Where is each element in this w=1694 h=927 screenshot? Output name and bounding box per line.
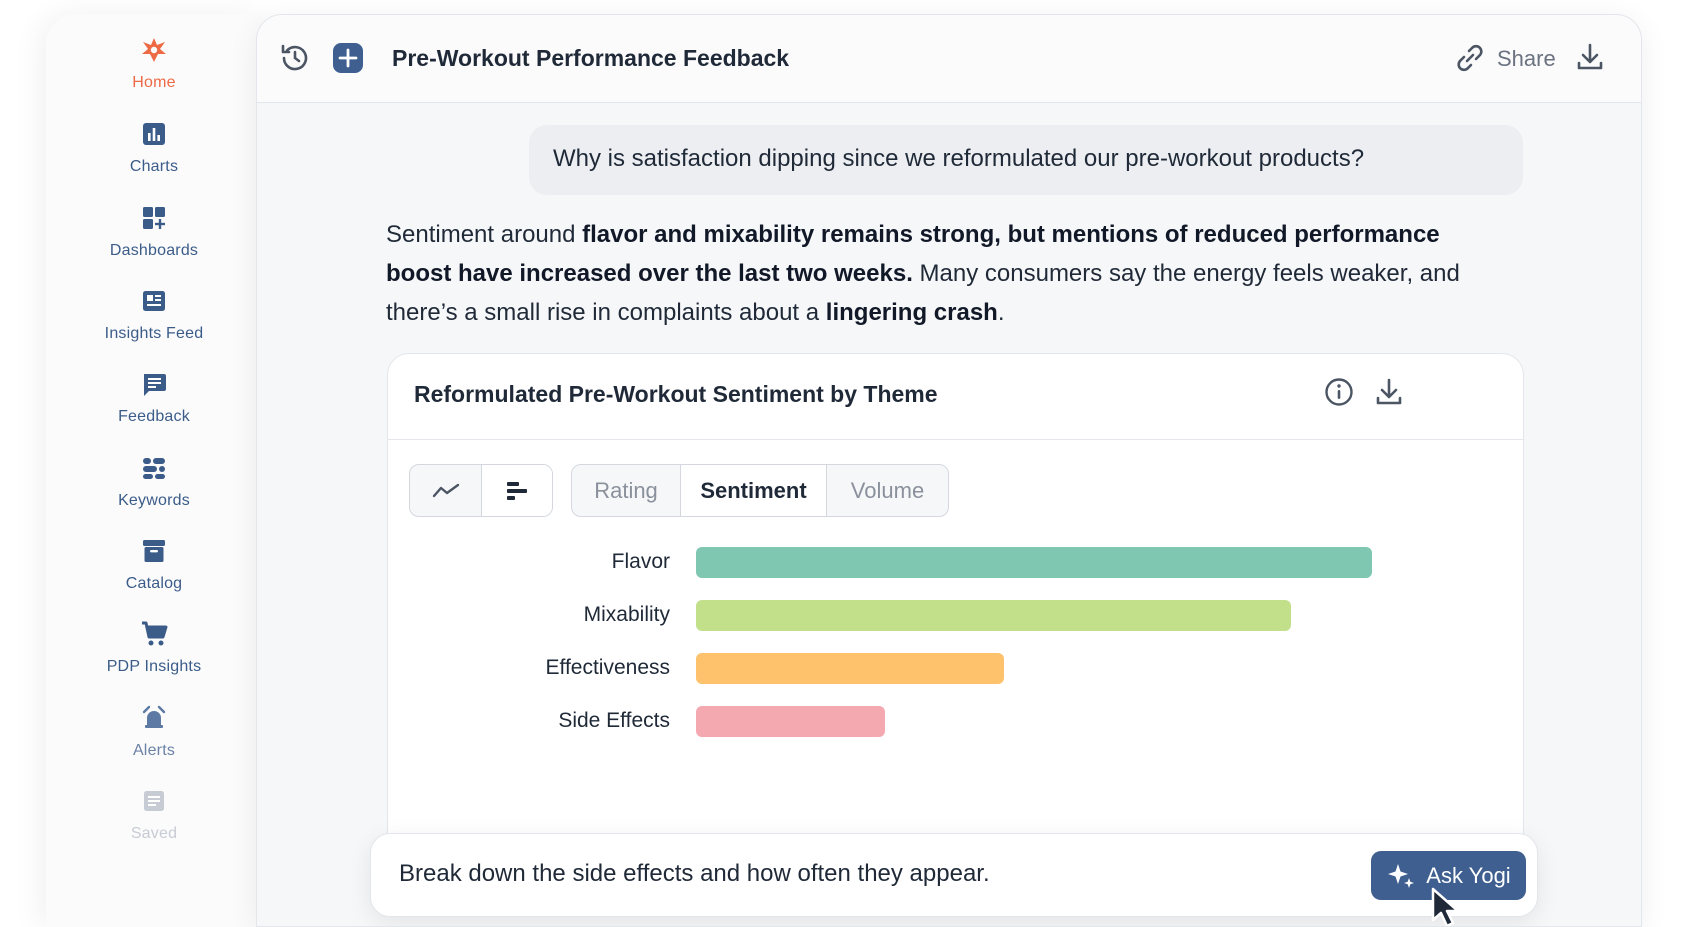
bar-effectiveness[interactable] [696,653,1004,684]
cart-icon [142,621,168,646]
bar-label: Effectiveness [545,656,670,679]
tab-volume[interactable]: Volume [850,477,925,503]
sidebar-item-label: Dashboards [109,242,199,259]
message-icon [144,374,166,396]
sidebar-item-home[interactable]: Home [46,36,262,92]
sidebar-item-label: Charts [129,158,179,175]
bell-icon [142,705,166,728]
sidebar-item-dashboards[interactable]: Dashboards [46,204,262,260]
bar-label: Mixability [583,603,670,626]
share-button[interactable]: Share [1497,46,1556,71]
prompt-text[interactable]: Break down the side effects and how ofte… [399,860,990,887]
chart-title: Reformulated Pre-Workout Sentiment by Th… [414,381,938,407]
sidebar-item-label: PDP Insights [106,658,202,675]
top-bar: Pre-Workout Performance Feedback Share [257,15,1641,103]
sidebar-item-label: Catalog [125,575,183,592]
bar-chart-icon [143,123,165,145]
page-title: Pre-Workout Performance Feedback [392,45,790,71]
dashboard-grid-icon [143,207,165,229]
link-icon[interactable] [1454,42,1486,74]
ask-yogi-label: Ask Yogi [1426,862,1511,888]
bar-label: Side Effects [558,709,670,732]
prompt-input[interactable]: Break down the side effects and how ofte… [370,833,1538,926]
answer-text: . [997,299,1005,326]
sidebar-item-label: Insights Feed [104,325,204,342]
answer-text: Sentiment around [386,221,583,248]
tab-sentiment[interactable]: Sentiment [681,465,827,516]
sidebar-item-keywords[interactable]: Keywords [46,454,262,510]
ask-yogi-button[interactable]: Ask Yogi [1371,851,1526,900]
line-chart-icon [432,483,459,497]
tags-icon [143,458,165,479]
download-icon[interactable] [1574,41,1606,73]
bar-mixability[interactable] [696,600,1291,631]
answer-emphasis: lingering crash [825,299,998,326]
sidebar-item-catalog[interactable]: Catalog [46,537,262,593]
sidebar-item-label: Alerts [132,742,176,759]
sidebar-item-alerts[interactable]: Alerts [46,704,262,760]
sidebar-item-label: Home [132,74,176,91]
assistant-answer: Sentiment around flavor and mixability r… [386,215,1466,332]
bar-flavor[interactable] [696,547,1372,578]
saved-icon [144,791,164,811]
bar-side-effects[interactable] [696,706,886,737]
bar-view-button[interactable] [482,465,552,516]
sparkle-icon [1388,863,1415,888]
answer-emphasis: flavor and mixability remains strong, bu… [386,221,1440,287]
sidebar-item-charts[interactable]: Charts [46,120,262,176]
archive-icon [143,540,165,562]
sidebar-item-label: Keywords [118,492,190,509]
info-icon[interactable] [1323,376,1355,408]
tab-rating[interactable]: Rating [572,465,681,516]
chart-header: Reformulated Pre-Workout Sentiment by Th… [388,354,1523,440]
line-view-button[interactable] [410,465,482,516]
mouse-cursor-icon [1431,887,1460,926]
chart-card: Reformulated Pre-Workout Sentiment by Th… [387,353,1524,863]
sidebar-item-label: Feedback [118,408,190,425]
sidebar-item-pdp-insights[interactable]: PDP Insights [46,620,262,676]
user-question: Why is satisfaction dipping since we ref… [529,125,1523,195]
metric-tabs: Rating Sentiment Volume [571,464,949,517]
sidebar-item-feedback[interactable]: Feedback [46,370,262,426]
sidebar-item-label: Saved [130,825,178,842]
sidebar-item-saved[interactable]: Saved [46,787,262,843]
answer-text: Many consumers say the energy feels weak… [386,260,1460,326]
plus-icon[interactable] [331,41,365,75]
newspaper-icon [143,291,165,311]
logo-icon [142,38,166,62]
horizontal-bar-icon [507,481,527,500]
main-panel: Pre-Workout Performance Feedback Share W… [256,14,1642,927]
sidebar-item-insights-feed[interactable]: Insights Feed [46,287,262,343]
chart-type-toggle [409,464,553,517]
history-icon[interactable] [278,41,312,75]
sidebar: Home Charts Dashboards Insights Feed [46,14,262,927]
bar-label: Flavor [611,550,670,573]
chart-download-icon[interactable] [1373,376,1405,408]
